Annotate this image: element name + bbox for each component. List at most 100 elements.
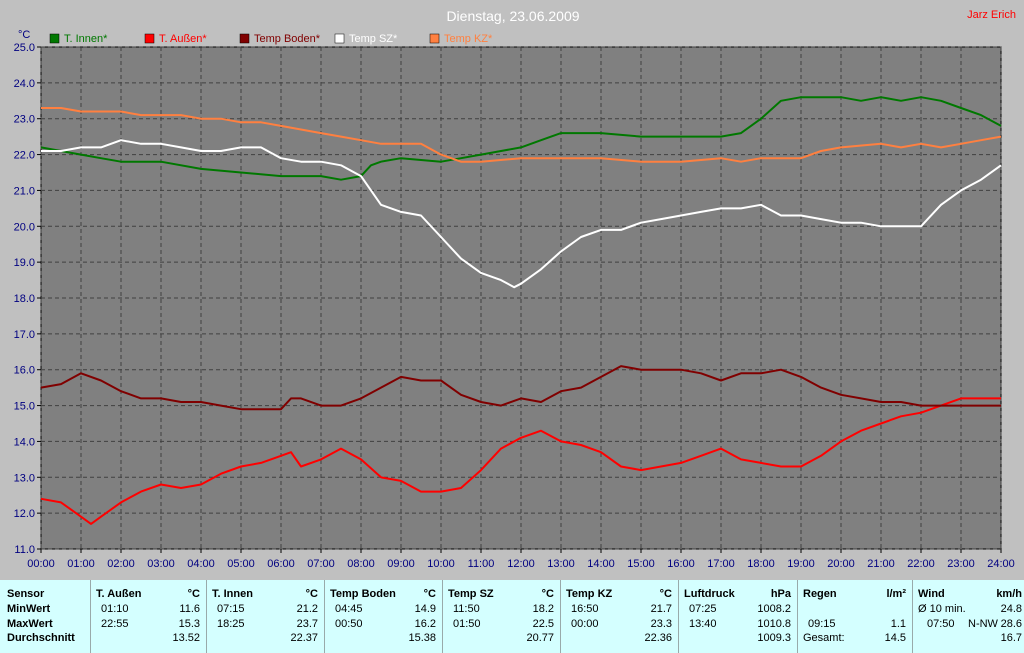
legend-swatch	[334, 33, 345, 44]
min-time: 07:15	[217, 603, 245, 615]
legend-swatch	[144, 33, 155, 44]
rain-name: Regen	[803, 588, 837, 600]
min-time: 16:50	[571, 603, 599, 615]
x-tick-label: 00:00	[27, 558, 55, 570]
x-tick-label: 14:00	[587, 558, 615, 570]
max-value: 22.5	[532, 618, 554, 630]
avg-value: 22.36	[644, 632, 672, 644]
stats-row-labels: Sensor MinWert MaxWert Durchschnitt	[0, 580, 91, 653]
x-tick-label: 24:00	[987, 558, 1015, 570]
rain-time: 09:15	[808, 618, 836, 630]
min-value: 18.2	[532, 603, 554, 615]
y-tick-label: 18.0	[14, 293, 35, 305]
x-tick-label: 07:00	[307, 558, 335, 570]
rain-value: 1.1	[890, 618, 906, 630]
y-tick-label: 15.0	[14, 401, 35, 413]
wind-max-time: 07:50	[927, 618, 955, 630]
legend-swatch	[49, 33, 60, 44]
avg-value: 22.37	[290, 632, 318, 644]
sensor-name: Temp SZ	[448, 588, 494, 600]
row-label-max: MaxWert	[7, 618, 53, 630]
min-time: 11:50	[453, 603, 480, 615]
wind-avg-value: 24.8	[1000, 603, 1022, 615]
y-tick-label: 12.0	[14, 508, 35, 520]
stats-block: Temp KZ °C 16:50 21.7 00:00 23.3 22.36	[561, 580, 679, 653]
x-tick-label: 01:00	[67, 558, 95, 570]
x-tick-label: 02:00	[107, 558, 135, 570]
wind-avg-label: Ø 10 min.	[918, 603, 966, 615]
x-tick-label: 10:00	[427, 558, 455, 570]
min-time: 04:45	[335, 603, 363, 615]
legend-swatch	[239, 33, 250, 44]
legend-label: Temp SZ*	[349, 33, 398, 45]
sensor-unit: °C	[423, 588, 436, 600]
stats-block-rain: Regen l/m² 09:15 1.1 Gesamt: 14.5	[798, 580, 913, 653]
y-tick-label: 13.0	[14, 472, 35, 484]
row-label-min: MinWert	[7, 603, 51, 615]
max-value: 1010.8	[757, 618, 791, 630]
series-line-2	[40, 365, 1001, 411]
x-tick-label: 22:00	[907, 558, 935, 570]
rain-unit: l/m²	[886, 588, 906, 600]
avg-value: 20.77	[526, 632, 554, 644]
sensor-name: Temp Boden	[330, 588, 396, 600]
series-line-1	[40, 397, 1001, 525]
legend-label: Temp KZ*	[444, 33, 493, 45]
stats-block: T. Außen °C 01:10 11.6 22:55 15.3 13.52	[91, 580, 207, 653]
sensor-name: T. Innen	[212, 588, 253, 600]
x-tick-label: 15:00	[627, 558, 655, 570]
temperature-chart: 11.0 12.0 13.0 14.0 15.0 16.0 17.0 18.0 19.0 20.0…	[14, 8, 1016, 570]
statistics-table: Sensor MinWert MaxWert Durchschnitt T. A…	[0, 580, 1024, 653]
avg-value: 1009.3	[757, 632, 791, 644]
min-value: 11.6	[179, 603, 200, 615]
y-tick-label: 22.0	[14, 150, 35, 162]
x-tick-label: 23:00	[947, 558, 975, 570]
x-tick-label: 16:00	[667, 558, 695, 570]
legend: T. Innen* T. Außen* Temp Boden* Temp SZ* Tem…	[49, 33, 493, 45]
max-value: 15.3	[178, 618, 200, 630]
wind-max-value: 28.6	[1000, 618, 1022, 630]
stats-block: Temp SZ °C 11:50 18.2 01:50 22.5 20.77	[443, 580, 561, 653]
legend-label: T. Innen*	[64, 33, 108, 45]
y-tick-label: 19.0	[14, 257, 35, 269]
min-value: 14.9	[414, 603, 436, 615]
max-time: 22:55	[101, 618, 129, 630]
series-group	[40, 96, 1002, 525]
sensor-unit: °C	[659, 588, 672, 600]
wind-max-direction: N-NW	[968, 618, 998, 630]
rain-total-value: 14.5	[884, 632, 906, 644]
min-value: 21.7	[650, 603, 672, 615]
legend-label: Temp Boden*	[254, 33, 321, 45]
max-time: 13:40	[689, 618, 717, 630]
x-tick-label: 03:00	[147, 558, 175, 570]
y-tick-label: 14.0	[14, 436, 35, 448]
sensor-unit: °C	[541, 588, 554, 600]
y-tick-label: 11.0	[14, 544, 35, 556]
min-value: 21.2	[296, 603, 318, 615]
sensor-name: T. Außen	[96, 588, 142, 600]
max-time: 01:50	[453, 618, 481, 630]
max-time: 00:00	[571, 618, 599, 630]
x-tick-label: 05:00	[227, 558, 255, 570]
sensor-unit: hPa	[770, 588, 791, 600]
y-ticks: 11.0 12.0 13.0 14.0 15.0 16.0 17.0 18.0 19.0 20.0…	[14, 42, 41, 556]
y-axis-unit: °C	[18, 29, 30, 41]
stats-block-wind: Wind km/h Ø 10 min. 24.8 07:50 N-NW 28.6…	[913, 580, 1024, 653]
max-time: 00:50	[335, 618, 363, 630]
series-line-0	[40, 96, 1002, 181]
x-tick-label: 06:00	[267, 558, 295, 570]
sensor-unit: °C	[187, 588, 200, 600]
x-tick-label: 19:00	[787, 558, 815, 570]
rain-total-label: Gesamt:	[803, 632, 845, 644]
y-tick-label: 17.0	[14, 329, 35, 341]
x-tick-label: 08:00	[347, 558, 375, 570]
sensor-name: Luftdruck	[684, 588, 735, 600]
stats-block: Luftdruck hPa 07:25 1008.2 13:40 1010.8 1009.3	[679, 580, 798, 653]
author-label: Jarz Erich	[967, 9, 1016, 21]
min-time: 01:10	[101, 603, 129, 615]
max-time: 18:25	[217, 618, 245, 630]
y-tick-label: 21.0	[14, 185, 35, 197]
y-tick-label: 25.0	[14, 42, 35, 54]
series-line-4	[41, 107, 1002, 163]
y-tick-label: 16.0	[14, 365, 35, 377]
